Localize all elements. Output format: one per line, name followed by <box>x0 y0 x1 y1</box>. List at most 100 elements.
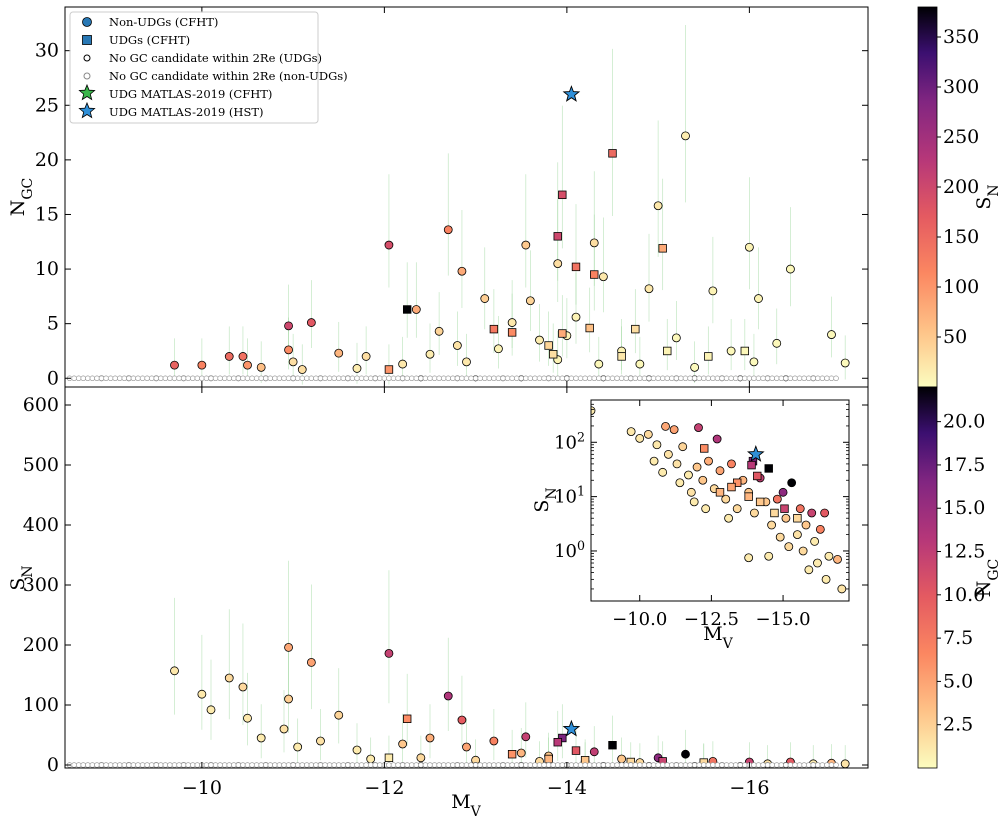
legend-label-0: Non-UDGs (CFHT) <box>109 15 218 29</box>
non-udg-point <box>288 357 298 367</box>
udg-point <box>617 352 626 361</box>
no-gc-baseline-point <box>116 762 123 768</box>
no-gc-baseline-point <box>89 375 96 382</box>
no-gc-baseline-point <box>75 762 82 768</box>
no-gc-baseline-point <box>737 375 743 382</box>
non-udg-point <box>708 286 718 296</box>
no-gc-baseline-point <box>231 375 237 382</box>
no-gc-baseline-point <box>217 375 223 382</box>
no-gc-baseline-point <box>399 762 406 768</box>
no-gc-baseline-point <box>422 375 429 382</box>
no-gc-baseline-point <box>532 762 538 768</box>
udg-point <box>384 365 394 374</box>
no-gc-baseline-point <box>358 762 365 768</box>
no-gc-baseline-point <box>139 375 146 382</box>
no-gc-baseline-point <box>299 762 306 768</box>
no-gc-baseline-point <box>504 762 511 768</box>
y-tick-label: 30 <box>35 40 59 62</box>
no-gc-baseline-point <box>294 762 301 768</box>
no-gc-baseline-point <box>349 375 356 382</box>
non-udg-point <box>243 360 252 370</box>
no-gc-baseline-point <box>98 375 105 382</box>
no-gc-baseline-point <box>632 375 639 382</box>
non-udg-point <box>589 747 599 757</box>
no-gc-baseline-point <box>94 375 100 382</box>
no-gc-baseline-point <box>450 375 456 382</box>
no-gc-baseline-point <box>509 375 515 382</box>
no-gc-baseline-point <box>482 375 488 382</box>
non-udg-point <box>795 504 805 514</box>
non-udg-point <box>661 422 670 431</box>
legend-marker-no-gc-udg <box>83 54 91 62</box>
legend-marker-star-hst <box>78 101 96 119</box>
non-udg-point <box>571 312 581 322</box>
no-gc-baseline-point <box>377 375 383 382</box>
no-gc-baseline-point <box>815 375 821 382</box>
udg-point <box>507 328 517 337</box>
no-gc-baseline-point <box>340 375 347 382</box>
no-gc-baseline-point <box>536 375 543 382</box>
no-gc-baseline-point <box>354 762 360 768</box>
no-gc-baseline-point <box>180 762 187 768</box>
no-gc-baseline-point <box>468 375 474 382</box>
non-udg-point <box>535 335 544 345</box>
udg-point <box>733 478 742 487</box>
no-gc-baseline-point <box>828 762 835 768</box>
no-gc-baseline-point <box>413 375 420 382</box>
no-gc-baseline-point <box>783 375 789 382</box>
udg-point <box>544 754 553 764</box>
bottom-ylabel: SN <box>7 565 36 590</box>
no-gc-baseline-point <box>700 375 707 382</box>
no-gc-baseline-point <box>710 762 716 768</box>
no-gc-baseline-point <box>482 762 488 768</box>
no-gc-baseline-point <box>769 762 775 768</box>
udg-point <box>793 514 802 523</box>
no-gc-baseline-point <box>221 762 228 768</box>
no-gc-baseline-point <box>244 375 251 382</box>
no-gc-baseline-point <box>144 375 150 382</box>
no-gc-baseline-point <box>691 375 698 382</box>
non-udg-point <box>712 434 722 444</box>
colorbar-tick-label: 100 <box>943 276 979 298</box>
no-gc-baseline-point <box>212 762 219 768</box>
no-gc-baseline-point <box>208 762 214 768</box>
non-udg-point <box>837 584 847 594</box>
non-udg-point <box>652 440 662 450</box>
non-udg-point <box>516 748 526 758</box>
non-udg-point <box>767 520 776 530</box>
inset-points <box>591 406 847 594</box>
no-gc-baseline-point <box>199 375 205 382</box>
non-udg-point <box>675 478 685 488</box>
no-gc-baseline-point <box>796 762 803 768</box>
x-tick-label: −10 <box>182 777 222 799</box>
no-gc-baseline-point <box>805 375 812 382</box>
no-gc-baseline-point <box>614 762 620 768</box>
x-tick-label: −12.5 <box>684 609 739 630</box>
no-gc-baseline-point <box>454 762 461 768</box>
y-tick-label: 400 <box>23 514 59 536</box>
non-udg-point <box>824 551 834 561</box>
non-udg-point <box>726 346 736 356</box>
no-gc-baseline-point <box>545 375 552 382</box>
no-gc-baseline-point <box>559 762 566 768</box>
colorbar-top-label: SN <box>973 184 1002 209</box>
non-udg-point <box>457 715 467 725</box>
legend-label-2: No GC candidate within 2Re (UDGs) <box>109 51 322 65</box>
no-gc-baseline-point <box>226 375 233 382</box>
no-gc-baseline-point <box>769 375 775 382</box>
no-gc-baseline-point <box>673 375 680 382</box>
no-gc-baseline-point <box>728 762 734 768</box>
no-gc-baseline-point <box>290 762 296 768</box>
no-gc-baseline-point <box>427 375 433 382</box>
no-gc-baseline-point <box>272 762 278 768</box>
udg-point <box>384 753 394 762</box>
no-gc-baseline-point <box>550 375 556 382</box>
udg-point <box>755 497 765 507</box>
no-gc-baseline-point <box>349 762 356 768</box>
no-gc-baseline-point <box>582 762 588 768</box>
no-gc-baseline-point <box>687 375 693 382</box>
legend-marker-udg <box>82 35 92 45</box>
colorbar-tick-label: 10.0 <box>943 584 985 606</box>
no-gc-baseline-point <box>605 375 611 382</box>
no-gc-baseline-point <box>641 375 648 382</box>
